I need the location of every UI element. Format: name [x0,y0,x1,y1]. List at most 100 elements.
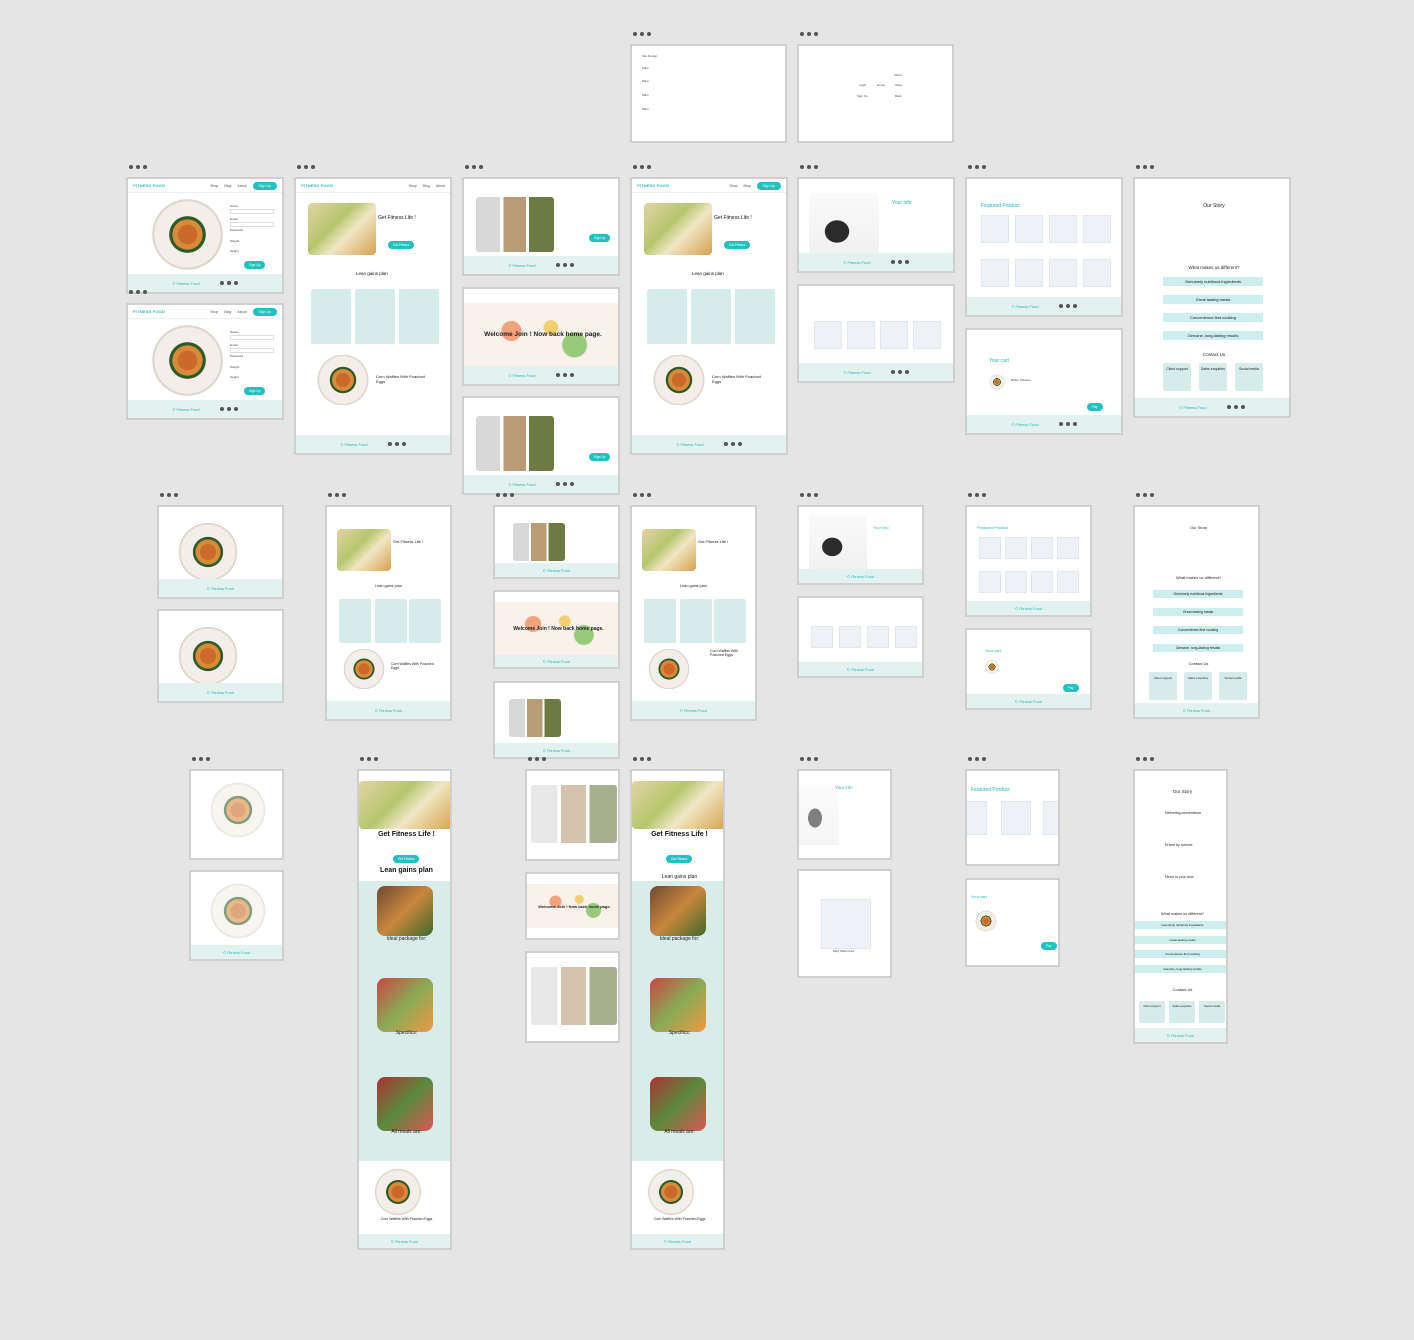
frame-menu-dots[interactable] [968,493,986,497]
contact-card[interactable]: Sales enquiries [1199,363,1227,391]
hero-cta[interactable]: Get Fitness [393,855,420,863]
pay-button[interactable]: Pay [1041,942,1057,950]
social-icons[interactable] [1058,304,1077,308]
product-placeholder[interactable] [1049,215,1077,243]
product-placeholder[interactable] [979,571,1001,593]
hero-cta[interactable]: Get Fitness [388,241,415,249]
frame-menu-dots[interactable] [328,493,346,497]
frame-menu-dots[interactable] [800,32,818,36]
product-placeholder[interactable] [1049,259,1077,287]
signup-button[interactable]: Sign Up [756,181,781,190]
product-placeholder[interactable] [981,215,1009,243]
signup-button[interactable]: Sign Up [252,181,277,190]
pay-button[interactable]: Pay [1063,684,1079,692]
social-icons[interactable] [555,373,574,377]
product-placeholder[interactable] [1083,259,1111,287]
product-placeholder[interactable] [1005,537,1027,559]
nav-shop[interactable]: Shop [729,183,738,188]
social-icons[interactable] [723,442,742,446]
logo[interactable]: FITNESS FOOD [637,182,669,188]
nav-about[interactable]: About [237,309,247,314]
nav-about[interactable]: About [435,183,445,188]
social-icons[interactable] [890,370,909,374]
product-placeholder[interactable] [1015,259,1043,287]
contact-card[interactable]: Social media [1199,1001,1225,1023]
email-input[interactable] [230,348,274,353]
contact-card[interactable]: Client support [1149,672,1177,700]
social-icons[interactable] [219,281,238,285]
name-input[interactable] [230,209,274,214]
frame-menu-dots[interactable] [160,493,178,497]
nav-blog[interactable]: Blog [224,309,232,314]
frame-menu-dots[interactable] [800,757,818,761]
submit-button[interactable]: Sign Up [244,261,266,269]
frame-menu-dots[interactable] [465,165,483,169]
nav-shop[interactable]: Shop [210,309,219,314]
frame-menu-dots[interactable] [1136,493,1154,497]
nav-shop[interactable]: Shop [210,183,219,188]
featured-title: Featured Product [971,787,1010,793]
frame-menu-dots[interactable] [968,165,986,169]
login-button[interactable]: Sign Up [589,234,611,242]
frame-menu-dots[interactable] [192,757,210,761]
product-placeholder[interactable] [1083,215,1111,243]
frame-menu-dots[interactable] [496,493,514,497]
hero-cta[interactable]: Get Fitness [666,855,693,863]
email-input[interactable] [230,222,274,227]
frame-menu-dots[interactable] [633,165,651,169]
product-placeholder[interactable] [1043,801,1058,835]
product-placeholder[interactable] [1005,571,1027,593]
social-icons[interactable] [387,442,406,446]
signup-button[interactable]: Sign Up [252,307,277,316]
frame-menu-dots[interactable] [800,493,818,497]
social-icons[interactable] [555,482,574,486]
product-placeholder[interactable] [1031,537,1053,559]
footer-text: © Fitness Food [846,666,875,672]
social-icons[interactable] [1226,405,1245,409]
nav-blog[interactable]: Blog [743,183,751,188]
login-button[interactable]: Sign Up [589,453,611,461]
product-placeholder[interactable] [1031,571,1053,593]
logo[interactable]: FITNESS FOOD [301,182,333,188]
frame-menu-dots[interactable] [129,165,147,169]
frame-menu-dots[interactable] [528,757,546,761]
frame-menu-dots[interactable] [360,757,378,761]
contact-card[interactable]: Sales enquiries [1169,1001,1195,1023]
contact-card[interactable]: Client support [1139,1001,1165,1023]
frame-menu-dots[interactable] [129,290,147,294]
frame-menu-dots[interactable] [800,165,818,169]
product-placeholder[interactable] [1001,801,1031,835]
social-icons[interactable] [1058,422,1077,426]
frame-menu-dots[interactable] [633,493,651,497]
product-placeholder[interactable] [981,259,1009,287]
logo[interactable]: FITNESS FOOD [133,308,165,314]
social-icons[interactable] [219,407,238,411]
nav-blog[interactable]: Blog [224,183,232,188]
contact-card[interactable]: Sales enquiries [1184,672,1212,700]
name-input[interactable] [230,335,274,340]
contact-card[interactable]: Social media [1219,672,1247,700]
contact-card[interactable]: Social media [1235,363,1263,391]
product-placeholder[interactable] [1057,571,1079,593]
social-icons[interactable] [890,260,909,264]
contact-card[interactable]: Client support [1163,363,1191,391]
frame-menu-dots[interactable] [1136,165,1154,169]
frame-menu-dots[interactable] [633,757,651,761]
frame-menu-dots[interactable] [633,32,651,36]
frame-menu-dots[interactable] [297,165,315,169]
frame-menu-dots[interactable] [968,757,986,761]
product-placeholder[interactable] [1015,215,1043,243]
nav-about[interactable]: About [237,183,247,188]
footer-text: © Fitness Food [542,747,571,753]
submit-button[interactable]: Sign Up [244,387,266,395]
product-placeholder[interactable] [967,801,987,835]
social-icons[interactable] [555,263,574,267]
nav-shop[interactable]: Shop [408,183,417,188]
logo[interactable]: FITNESS FOOD [133,182,165,188]
nav-blog[interactable]: Blog [422,183,430,188]
product-placeholder[interactable] [979,537,1001,559]
pay-button[interactable]: Pay [1087,403,1103,411]
product-placeholder[interactable] [1057,537,1079,559]
frame-menu-dots[interactable] [1136,757,1154,761]
hero-cta[interactable]: Get Fitness [724,241,751,249]
